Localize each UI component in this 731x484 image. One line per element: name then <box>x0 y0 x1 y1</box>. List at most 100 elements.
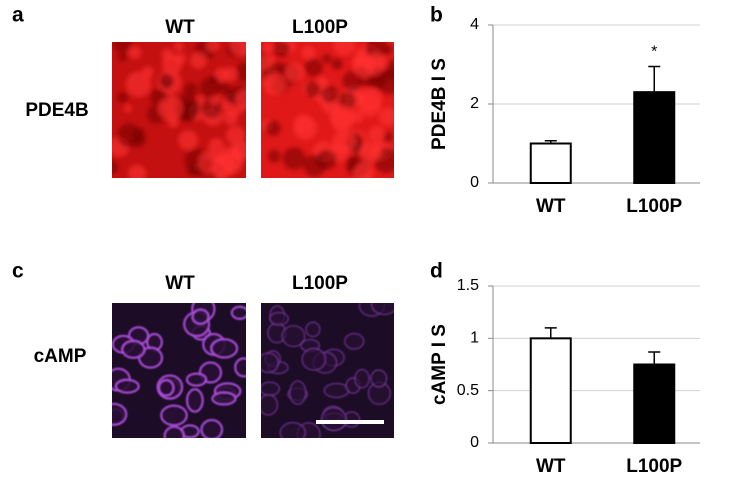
blob <box>158 95 184 121</box>
bar <box>529 142 572 184</box>
blob <box>128 164 147 178</box>
blob <box>128 46 142 60</box>
blob <box>351 110 364 123</box>
blob <box>321 85 339 103</box>
blob <box>301 45 316 60</box>
blob <box>224 90 237 103</box>
blob <box>225 125 246 146</box>
y-axis-label: cAMP I S <box>429 324 450 405</box>
blob <box>368 125 386 143</box>
blob <box>331 109 353 132</box>
blob <box>304 58 323 77</box>
y-tick-label: 0 <box>470 174 479 191</box>
blob <box>378 107 394 126</box>
blob <box>353 162 374 178</box>
column-label: WT <box>165 273 195 294</box>
blob <box>229 42 246 57</box>
error-bar <box>544 327 557 339</box>
blob <box>265 120 281 136</box>
blob <box>305 81 321 97</box>
blob <box>273 42 290 58</box>
cell <box>121 339 146 359</box>
bar <box>633 91 676 184</box>
cell <box>281 324 306 348</box>
blob <box>235 89 246 110</box>
micrograph <box>261 303 394 438</box>
blob <box>189 51 207 69</box>
x-tick-label: L100P <box>626 456 682 477</box>
cell <box>185 372 208 387</box>
row-label: cAMP <box>34 346 87 367</box>
blob <box>112 42 132 52</box>
annotation: * <box>651 44 657 61</box>
row-label: PDE4B <box>25 100 88 121</box>
blob <box>352 55 376 79</box>
column-label: WT <box>165 17 195 38</box>
micrograph <box>112 303 246 438</box>
blob <box>358 94 381 117</box>
blob <box>222 66 238 82</box>
cell <box>200 418 224 438</box>
blob <box>316 149 337 171</box>
blob <box>117 91 128 103</box>
panel-label: c <box>12 260 24 283</box>
error-bar <box>544 139 557 144</box>
blob <box>223 110 239 126</box>
blob <box>183 82 198 97</box>
cell <box>268 311 290 326</box>
blob <box>370 146 382 159</box>
blob <box>163 80 172 89</box>
cell <box>343 332 365 350</box>
y-tick-label: 1.5 <box>457 277 479 294</box>
cell <box>370 303 394 316</box>
blob <box>174 52 187 65</box>
x-tick-label: L100P <box>626 196 682 217</box>
panel-label: b <box>430 4 443 27</box>
texture <box>261 303 394 438</box>
y-tick-label: 1 <box>470 330 479 347</box>
blob <box>218 81 230 93</box>
y-tick-label: 2 <box>470 95 479 112</box>
column-label: L100P <box>292 17 348 38</box>
micrograph <box>112 42 246 178</box>
x-tick-label: WT <box>536 196 566 217</box>
blob <box>178 130 199 151</box>
blob <box>173 42 184 52</box>
cell <box>261 381 281 397</box>
micrograph <box>261 42 394 178</box>
cell <box>279 421 306 438</box>
cell <box>323 382 350 399</box>
bar <box>529 337 572 445</box>
blob <box>112 160 119 174</box>
blob <box>293 116 318 141</box>
blob <box>231 140 246 161</box>
cell <box>261 352 280 374</box>
blob <box>282 147 306 170</box>
cell <box>185 388 204 413</box>
column-label: L100P <box>292 273 348 294</box>
y-tick-label: 0.5 <box>457 382 479 399</box>
cell <box>112 402 128 426</box>
texture <box>261 42 394 178</box>
blob <box>125 71 152 98</box>
cell <box>234 357 246 378</box>
cell <box>305 321 321 338</box>
cell <box>211 391 237 406</box>
cell <box>370 369 388 388</box>
texture <box>112 303 246 438</box>
y-tick-label: 0 <box>470 434 479 451</box>
cell <box>301 347 327 371</box>
cell <box>160 404 188 427</box>
error-bar <box>648 65 661 93</box>
cell <box>261 393 279 416</box>
blob <box>376 68 394 95</box>
blob <box>187 164 199 177</box>
x-tick-label: WT <box>536 456 566 477</box>
blob <box>205 42 220 53</box>
cell <box>289 380 307 406</box>
blob <box>198 150 222 174</box>
blob <box>333 42 356 56</box>
panel-label: d <box>430 260 443 283</box>
y-tick-label: 4 <box>470 16 479 33</box>
